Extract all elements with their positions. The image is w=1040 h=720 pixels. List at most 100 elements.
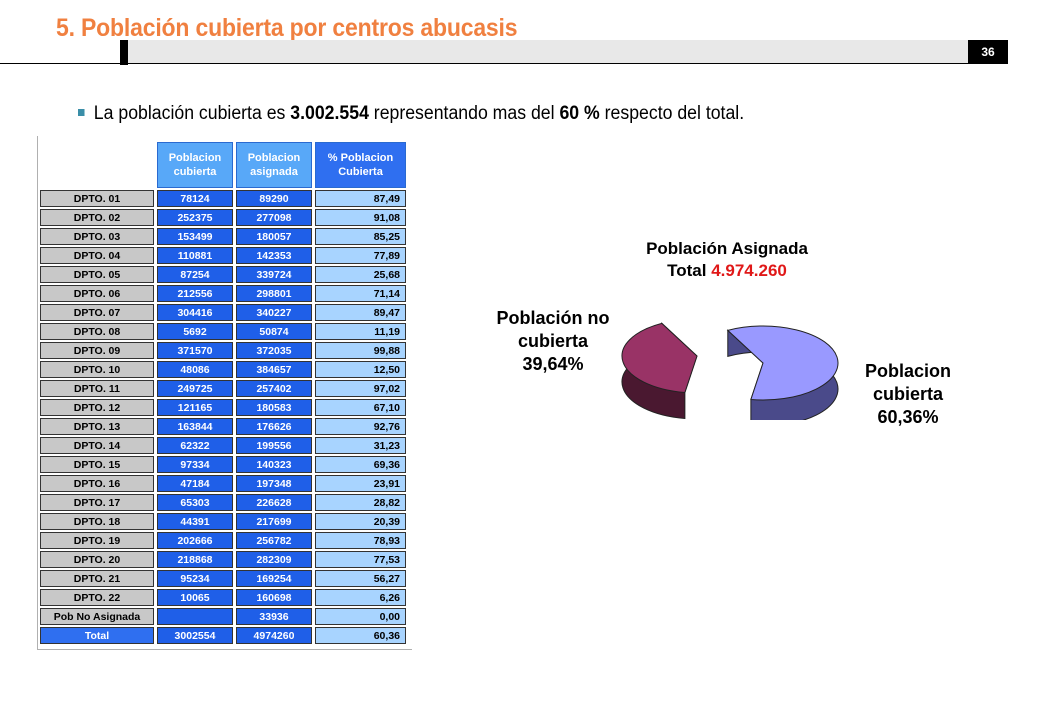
- row-label: DPTO. 05: [40, 266, 154, 283]
- cell-asignada: 50874: [236, 323, 312, 340]
- cell-pct: 99,88: [315, 342, 406, 359]
- cell-asignada: 226628: [236, 494, 312, 511]
- coverage-table: Poblacion cubierta Poblacion asignada % Po…: [37, 140, 409, 646]
- cell-pct: 71,14: [315, 285, 406, 302]
- cell-asignada: 257402: [236, 380, 312, 397]
- table-row: DPTO. 11 249725 257402 97,02: [40, 380, 406, 397]
- cell-cubierta: 87254: [157, 266, 233, 283]
- summary-value: 3.002.554: [290, 103, 369, 124]
- row-label: DPTO. 20: [40, 551, 154, 568]
- table-row: Pob No Asignada 33936 0,00: [40, 608, 406, 625]
- row-label: DPTO. 15: [40, 456, 154, 473]
- label-no-cubierta: Población no cubierta 39,64%: [496, 308, 610, 374]
- title-bar: [120, 40, 970, 63]
- table-row: DPTO. 09 371570 372035 99,88: [40, 342, 406, 359]
- title-bar-marker: [120, 40, 128, 65]
- table-row: DPTO. 17 65303 226628 28,82: [40, 494, 406, 511]
- table-row: DPTO. 14 62322 199556 31,23: [40, 437, 406, 454]
- cell-cubierta: 304416: [157, 304, 233, 321]
- cell-pct: 28,82: [315, 494, 406, 511]
- table-row: DPTO. 02 252375 277098 91,08: [40, 209, 406, 226]
- row-label: DPTO. 09: [40, 342, 154, 359]
- cell-pct: 91,08: [315, 209, 406, 226]
- row-label: DPTO. 10: [40, 361, 154, 378]
- row-label: DPTO. 17: [40, 494, 154, 511]
- cell-pct: 97,02: [315, 380, 406, 397]
- row-label: DPTO. 18: [40, 513, 154, 530]
- cell-pct: 11,19: [315, 323, 406, 340]
- table-row: DPTO. 10 48086 384657 12,50: [40, 361, 406, 378]
- table-row: DPTO. 21 95234 169254 56,27: [40, 570, 406, 587]
- cell-pct: 67,10: [315, 399, 406, 416]
- cell-asignada: 340227: [236, 304, 312, 321]
- summary-text-post: respecto del total.: [599, 103, 745, 124]
- cell-cubierta: 95234: [157, 570, 233, 587]
- title-underline: [0, 63, 1008, 64]
- cell-asignada: 180583: [236, 399, 312, 416]
- table-row: DPTO. 13 163844 176626 92,76: [40, 418, 406, 435]
- cell-cubierta: [157, 608, 233, 625]
- table-row: DPTO. 01 78124 89290 87,49: [40, 190, 406, 207]
- slide-title: 5. Población cubierta por centros abucas…: [56, 14, 518, 42]
- table-row: DPTO. 18 44391 217699 20,39: [40, 513, 406, 530]
- row-label: DPTO. 03: [40, 228, 154, 245]
- cell-pct: 87,49: [315, 190, 406, 207]
- row-label: Total: [40, 627, 154, 644]
- cell-pct: 77,89: [315, 247, 406, 264]
- header-pct: % Poblacion Cubierta: [315, 142, 406, 188]
- cell-asignada: 89290: [236, 190, 312, 207]
- cell-asignada: 298801: [236, 285, 312, 302]
- cell-cubierta: 3002554: [157, 627, 233, 644]
- cell-asignada: 140323: [236, 456, 312, 473]
- row-label: DPTO. 13: [40, 418, 154, 435]
- cell-cubierta: 65303: [157, 494, 233, 511]
- cell-cubierta: 44391: [157, 513, 233, 530]
- cell-cubierta: 48086: [157, 361, 233, 378]
- cell-cubierta: 10065: [157, 589, 233, 606]
- cell-cubierta: 212556: [157, 285, 233, 302]
- cell-cubierta: 121165: [157, 399, 233, 416]
- header-asignada: Poblacion asignada: [236, 142, 312, 188]
- summary-bullet: La población cubierta es 3.002.554 repre…: [78, 103, 744, 125]
- cell-asignada: 197348: [236, 475, 312, 492]
- pie-total-value: 4.974.260: [711, 261, 787, 280]
- cell-asignada: 176626: [236, 418, 312, 435]
- cell-pct: 25,68: [315, 266, 406, 283]
- row-label: DPTO. 12: [40, 399, 154, 416]
- cell-asignada: 256782: [236, 532, 312, 549]
- row-label: DPTO. 11: [40, 380, 154, 397]
- cell-cubierta: 371570: [157, 342, 233, 359]
- cell-pct: 60,36: [315, 627, 406, 644]
- cell-cubierta: 110881: [157, 247, 233, 264]
- cell-pct: 31,23: [315, 437, 406, 454]
- cell-asignada: 282309: [236, 551, 312, 568]
- cell-cubierta: 62322: [157, 437, 233, 454]
- pie-title-line2: Total 4.974.260: [667, 261, 787, 280]
- pie-title: Población Asignada Total 4.974.260: [622, 238, 832, 282]
- cell-pct: 20,39: [315, 513, 406, 530]
- cell-asignada: 180057: [236, 228, 312, 245]
- table-corner: [40, 142, 154, 188]
- row-label: DPTO. 07: [40, 304, 154, 321]
- summary-pct: 60 %: [559, 103, 600, 124]
- cell-asignada: 4974260: [236, 627, 312, 644]
- cell-pct: 6,26: [315, 589, 406, 606]
- label-cubierta: Poblacion cubierta 60,36%: [864, 361, 951, 427]
- cell-cubierta: 249725: [157, 380, 233, 397]
- row-label: DPTO. 01: [40, 190, 154, 207]
- row-label: DPTO. 21: [40, 570, 154, 587]
- table-row: DPTO. 08 5692 50874 11,19: [40, 323, 406, 340]
- table-row: DPTO. 04 110881 142353 77,89: [40, 247, 406, 264]
- row-label: DPTO. 14: [40, 437, 154, 454]
- table-row: DPTO. 15 97334 140323 69,36: [40, 456, 406, 473]
- cell-asignada: 217699: [236, 513, 312, 530]
- row-label: DPTO. 16: [40, 475, 154, 492]
- cell-asignada: 142353: [236, 247, 312, 264]
- row-label: DPTO. 22: [40, 589, 154, 606]
- table-row: Total 3002554 4974260 60,36: [40, 627, 406, 644]
- cell-pct: 56,27: [315, 570, 406, 587]
- cell-cubierta: 5692: [157, 323, 233, 340]
- table-row: DPTO. 03 153499 180057 85,25: [40, 228, 406, 245]
- table-row: DPTO. 19 202666 256782 78,93: [40, 532, 406, 549]
- cell-cubierta: 163844: [157, 418, 233, 435]
